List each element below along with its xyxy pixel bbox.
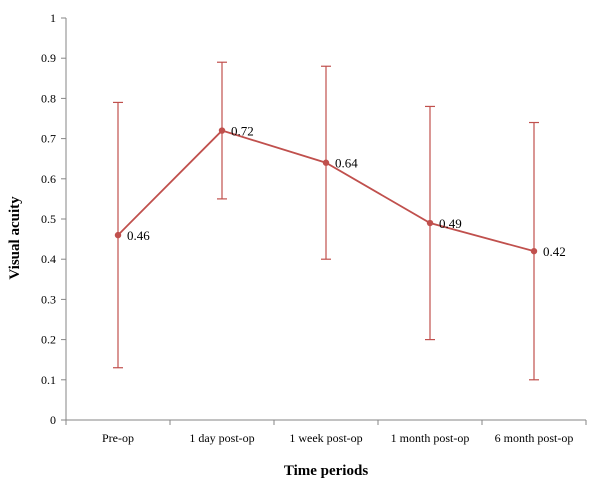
data-label: 0.46 bbox=[127, 228, 150, 243]
x-axis-title: Time periods bbox=[284, 463, 368, 479]
data-label: 0.72 bbox=[231, 124, 254, 139]
data-point bbox=[426, 219, 434, 227]
x-tick-label: 6 month post-op bbox=[495, 431, 574, 445]
y-tick-label: 0.8 bbox=[41, 91, 56, 105]
x-axis: Pre-op 1 day post-op 1 week post-op 1 month… bbox=[65, 419, 587, 445]
y-tick-label: 0.2 bbox=[41, 333, 56, 347]
y-axis-title: Visual acuity bbox=[7, 196, 23, 280]
x-tick-label: Pre-op bbox=[102, 431, 134, 445]
series-layer: 0.46 0.72 0.64 0.49 0.42 bbox=[113, 61, 566, 381]
y-tick-label: 1 bbox=[50, 11, 56, 25]
y-tick-label: 0.6 bbox=[41, 172, 56, 186]
data-point bbox=[530, 247, 538, 255]
x-tick-label: 1 day post-op bbox=[189, 431, 254, 445]
data-label: 0.42 bbox=[543, 244, 566, 259]
data-label: 0.49 bbox=[439, 216, 462, 231]
data-point bbox=[114, 231, 122, 239]
y-tick-label: 0.9 bbox=[41, 51, 56, 65]
data-point bbox=[322, 159, 330, 166]
data-point bbox=[218, 127, 226, 134]
y-axis: 0 0.1 0.2 0.3 0.4 0.5 0.6 0.7 0.8 0.9 1 bbox=[41, 11, 67, 427]
y-tick-label: 0 bbox=[50, 413, 56, 427]
y-tick-label: 0.7 bbox=[41, 132, 56, 146]
x-tick-label: 1 month post-op bbox=[391, 431, 470, 445]
y-tick-label: 0.5 bbox=[41, 212, 56, 226]
y-tick-label: 0.4 bbox=[41, 252, 56, 266]
x-tick-label: 1 week post-op bbox=[289, 431, 362, 445]
y-tick-label: 0.1 bbox=[41, 373, 56, 387]
data-label: 0.64 bbox=[335, 156, 358, 171]
y-tick-label: 0.3 bbox=[41, 292, 56, 306]
